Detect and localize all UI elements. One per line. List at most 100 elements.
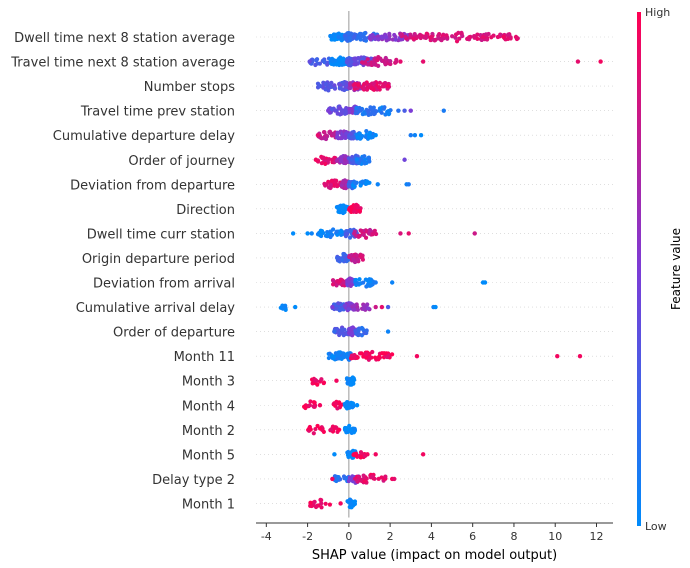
shap-point	[450, 34, 455, 39]
shap-point	[317, 233, 323, 238]
shap-point	[362, 161, 367, 166]
shap-point	[441, 108, 446, 113]
shap-point	[388, 59, 393, 64]
shap-point	[412, 133, 418, 138]
shap-point	[386, 109, 391, 114]
shap-point	[347, 35, 353, 41]
shap-point	[368, 33, 373, 39]
shap-point	[368, 37, 373, 42]
feature-label: Deviation from arrival	[93, 277, 235, 292]
shap-point	[385, 83, 391, 89]
shap-point	[354, 105, 359, 111]
feature-label: Month 4	[182, 399, 235, 414]
shap-point	[330, 476, 335, 482]
shap-point	[338, 350, 343, 355]
feature-label: Cumulative departure delay	[53, 129, 235, 144]
shap-point	[373, 304, 378, 310]
shap-point	[323, 161, 328, 166]
shap-point	[348, 283, 353, 289]
shap-point	[343, 36, 348, 41]
shap-point	[315, 423, 320, 429]
feature-label: Origin departure period	[82, 252, 235, 267]
shap-point	[350, 154, 355, 160]
shap-point	[369, 283, 374, 288]
shap-point	[346, 184, 352, 189]
shap-point	[383, 55, 388, 61]
shap-point	[336, 301, 341, 306]
shap-point	[366, 156, 372, 161]
feature-label: Dwell time curr station	[87, 227, 235, 242]
shap-point	[317, 83, 323, 89]
shap-point	[338, 501, 343, 506]
shap-point	[491, 33, 496, 38]
x-tick-label: 10	[548, 530, 562, 543]
colorbar: High Low Feature value	[637, 6, 683, 533]
shap-point	[364, 328, 369, 333]
shap-point	[373, 36, 378, 42]
shap-point	[321, 129, 327, 135]
shap-point	[385, 304, 391, 310]
shap-point	[364, 355, 369, 360]
shap-point	[381, 83, 387, 89]
shap-point	[363, 351, 368, 357]
shap-point	[358, 31, 364, 37]
shap-point	[362, 111, 368, 116]
shap-point	[346, 279, 351, 284]
shap-point	[418, 133, 424, 138]
shap-point	[361, 306, 366, 311]
x-axis-title: SHAP value (impact on model output)	[312, 548, 557, 563]
shap-point	[326, 355, 331, 361]
shap-point	[414, 353, 420, 359]
shap-points	[278, 30, 603, 510]
shap-point	[337, 106, 342, 111]
colorbar-low-label: Low	[645, 520, 667, 533]
shap-point	[363, 36, 368, 41]
shap-point	[362, 154, 367, 159]
shap-point	[365, 452, 370, 457]
shap-point	[460, 33, 465, 39]
shap-point	[457, 36, 462, 41]
shap-point	[337, 427, 342, 432]
x-tick-label: 0	[345, 530, 352, 543]
shap-point	[366, 134, 371, 140]
shap-point	[358, 108, 363, 113]
x-tick-label: -4	[261, 530, 272, 543]
shap-point	[309, 503, 314, 509]
shap-point	[351, 129, 356, 135]
shap-point	[420, 452, 426, 457]
feature-labels: Dwell time next 8 station average Travel …	[10, 31, 235, 512]
shap-point	[348, 331, 353, 336]
shap-point	[370, 474, 375, 479]
shap-point	[319, 501, 324, 506]
feature-label: Month 11	[174, 350, 235, 365]
shap-point	[346, 454, 351, 460]
feature-label: Delay type 2	[152, 473, 235, 488]
shap-point	[367, 227, 373, 233]
shap-point	[350, 401, 355, 406]
shap-point	[346, 30, 351, 36]
shap-point	[280, 306, 285, 311]
shap-point	[383, 34, 389, 40]
shap-point	[346, 307, 351, 312]
x-tick-label: 6	[469, 530, 476, 543]
shap-point	[376, 37, 381, 42]
shap-point	[321, 380, 326, 386]
shap-point	[376, 85, 382, 90]
row-guide-lines	[256, 36, 613, 504]
shap-point	[373, 280, 378, 285]
shap-point	[314, 378, 319, 383]
shap-point	[368, 105, 373, 110]
shap-point	[353, 180, 358, 186]
shap-point	[313, 426, 318, 432]
shap-point	[408, 133, 413, 138]
shap-point	[330, 304, 335, 310]
shap-point	[336, 34, 341, 40]
shap-point	[312, 499, 317, 504]
shap-point	[323, 501, 328, 506]
colorbar-title: Feature value	[669, 228, 683, 310]
feature-label: Month 5	[182, 448, 235, 463]
shap-point	[352, 231, 357, 236]
shap-point	[323, 133, 329, 138]
shap-point	[422, 35, 427, 40]
shap-point	[313, 157, 319, 162]
